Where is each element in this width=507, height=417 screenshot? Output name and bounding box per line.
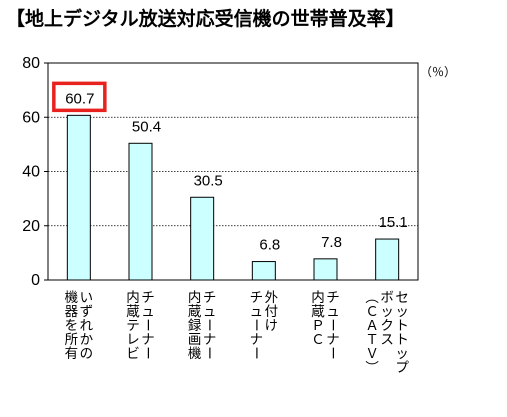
bar: [313, 258, 338, 281]
y-tick-label: 60: [22, 109, 40, 126]
y-tick-label: 40: [22, 164, 40, 181]
category-labels: いずれかの機器を所有チューナー内蔵テレビチューナー内蔵録画機外付けチューナーチュ…: [65, 290, 410, 376]
category-char: ュ: [250, 304, 264, 320]
category-char: 画: [188, 332, 202, 348]
category-char: チ: [250, 290, 264, 306]
category-char: 内: [188, 290, 202, 306]
category-char: ー: [201, 318, 217, 332]
category-char: ッ: [395, 346, 409, 362]
data-label: 6.8: [259, 237, 280, 254]
category-char: 蔵: [188, 304, 202, 320]
category-char: ず: [80, 304, 94, 320]
data-label: 15.1: [379, 214, 408, 231]
bar: [375, 238, 400, 281]
category-char: セ: [395, 290, 409, 306]
category-char: 付: [265, 304, 279, 320]
category-char: ）: [363, 360, 379, 374]
category-char: ス: [380, 332, 394, 348]
bars: [66, 114, 400, 281]
category-char: ク: [380, 318, 394, 334]
category-char: 機: [188, 346, 202, 362]
category-char: 器: [65, 304, 79, 320]
category-char: Ｖ: [365, 346, 379, 362]
chart-title: 【地上デジタル放送対応受信機の世帯普及率】: [6, 8, 405, 30]
category-char: ー: [324, 346, 340, 360]
category-char: ュ: [326, 304, 340, 320]
category-char: Ａ: [365, 318, 379, 334]
category-char: チ: [141, 290, 155, 306]
data-label: 30.5: [194, 172, 223, 189]
category-char: 録: [188, 318, 202, 334]
category-char: ー: [139, 318, 155, 332]
category-char: ッ: [395, 304, 409, 320]
category-char: 有: [65, 346, 79, 362]
category-char: ト: [395, 318, 409, 334]
category-char: ー: [247, 318, 263, 332]
category-char: ナ: [250, 332, 264, 348]
bar: [251, 261, 276, 281]
data-labels: 60.7 50.4 30.5 6.8 7.8 15.1: [52, 81, 408, 254]
category-char: い: [80, 290, 94, 306]
category-char: ナ: [203, 332, 217, 348]
category-char: ナ: [141, 332, 155, 348]
category-char: ー: [201, 346, 217, 360]
category-char: ュ: [203, 304, 217, 320]
category-char: ボ: [380, 290, 394, 306]
category-char: の: [80, 346, 94, 362]
category-char: ー: [139, 346, 155, 360]
category-char: チ: [203, 290, 217, 306]
category-char: プ: [395, 360, 409, 376]
category-char: チ: [326, 290, 340, 306]
category-char: ナ: [326, 332, 340, 348]
data-label: 60.7: [65, 90, 94, 107]
category-char: Ｐ: [311, 318, 325, 334]
category-char: Ｃ: [311, 332, 325, 348]
category-char: レ: [126, 332, 140, 348]
category-char: ー: [247, 346, 263, 360]
highlight-box: [52, 81, 107, 113]
bar: [128, 142, 153, 281]
category-char: ッ: [380, 304, 394, 320]
y-tick-label: 80: [22, 55, 40, 72]
data-label: 7.8: [321, 234, 342, 251]
category-char: れ: [80, 318, 94, 334]
category-char: Ｃ: [365, 304, 379, 320]
category-char: 蔵: [126, 304, 140, 320]
category-char: Ｔ: [365, 332, 379, 348]
gridlines: [48, 116, 418, 227]
category-char: （: [363, 290, 379, 304]
y-axis-ticks: 0 20 40 60 80: [22, 55, 48, 289]
category-char: ー: [324, 318, 340, 332]
y-tick-label: 0: [31, 272, 40, 289]
category-char: 蔵: [311, 304, 325, 320]
category-char: け: [265, 318, 279, 334]
category-char: か: [80, 332, 94, 348]
category-char: ビ: [126, 346, 140, 362]
category-char: ュ: [141, 304, 155, 320]
category-char: テ: [126, 318, 140, 334]
y-tick-label: 20: [22, 218, 40, 235]
category-char: 内: [126, 290, 140, 306]
category-char: 外: [265, 290, 279, 306]
data-label: 50.4: [132, 118, 161, 135]
category-char: 内: [311, 290, 325, 306]
unit-label: （％）: [420, 65, 456, 79]
bar: [66, 114, 91, 281]
category-char: を: [65, 318, 79, 334]
category-char: 所: [65, 332, 79, 348]
category-char: 機: [65, 290, 79, 306]
category-char: ト: [395, 332, 409, 348]
bar: [190, 196, 215, 281]
